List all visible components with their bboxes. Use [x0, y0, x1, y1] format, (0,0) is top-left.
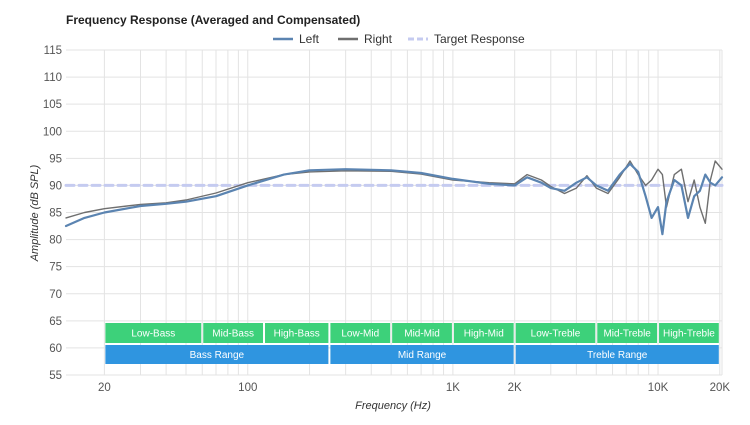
y-tick-label: 80: [49, 235, 62, 247]
range-band-label: Bass Range: [190, 350, 245, 361]
y-axis-label: Amplitude (dB SPL): [29, 164, 41, 262]
y-tick-label: 75: [49, 262, 62, 274]
series-lines: [64, 160, 724, 236]
range-band: [515, 345, 719, 364]
x-tick-label: 100: [238, 382, 257, 394]
x-tick-label: 1K: [446, 382, 460, 394]
series-right-line: [65, 160, 723, 225]
range-band-label: Mid-Bass: [212, 329, 254, 340]
x-tick-label: 2K: [508, 382, 522, 394]
range-band: [105, 345, 329, 364]
range-band: [392, 323, 452, 343]
grid: [66, 49, 723, 376]
range-band-label: High-Treble: [663, 329, 715, 340]
range-band-label: Mid Range: [398, 350, 447, 361]
range-band-label: High-Mid: [464, 329, 504, 340]
y-tick-label: 70: [49, 289, 62, 301]
y-tick-label: 100: [43, 126, 62, 138]
y-axis-ticks: 55 60 65 70 75 80 85 90 95 100 105 110 115: [43, 45, 62, 382]
legend-label: Target Response: [434, 32, 525, 46]
x-tick-label: 20: [98, 382, 111, 394]
range-band: [659, 323, 719, 343]
range-band-label: Low-Bass: [131, 329, 175, 340]
x-axis-ticks: 20 100 1K 2K 10K 20K: [98, 382, 730, 394]
x-axis-label: Frequency (Hz): [355, 400, 431, 412]
x-tick-label: 20K: [710, 382, 731, 394]
y-tick-label: 55: [49, 370, 62, 382]
range-band-label: High-Bass: [274, 329, 320, 340]
range-band: [203, 323, 264, 343]
range-band-label: Treble Range: [587, 350, 648, 361]
chart-title: Frequency Response (Averaged and Compens…: [66, 13, 360, 27]
legend-label: Right: [364, 32, 393, 46]
range-band-label: Low-Mid: [341, 329, 379, 340]
y-tick-label: 110: [44, 72, 62, 84]
y-tick-label: 65: [49, 316, 62, 328]
range-band-label: Mid-Treble: [603, 329, 651, 340]
y-tick-label: 90: [49, 180, 62, 192]
range-band: [265, 323, 329, 343]
range-band-label: Mid-Mid: [404, 329, 440, 340]
range-band: [453, 323, 514, 343]
range-band: [597, 323, 658, 343]
x-tick-label: 10K: [648, 382, 669, 394]
series-left-line: [64, 162, 724, 236]
y-tick-label: 85: [49, 208, 62, 220]
y-tick-label: 60: [49, 343, 62, 355]
range-band: [515, 323, 596, 343]
y-tick-label: 115: [44, 45, 62, 57]
range-band-label: Low-Treble: [531, 329, 581, 340]
legend-label: Left: [299, 32, 320, 46]
range-band: [330, 323, 391, 343]
range-bands: Low-Bass Mid-Bass High-Bass Low-Mid Mid-Mid H…: [105, 323, 719, 364]
y-tick-label: 105: [43, 99, 62, 111]
y-tick-label: 95: [49, 153, 62, 165]
range-band: [105, 323, 202, 343]
legend: Left Right Target Response: [273, 32, 525, 46]
range-band: [330, 345, 514, 364]
